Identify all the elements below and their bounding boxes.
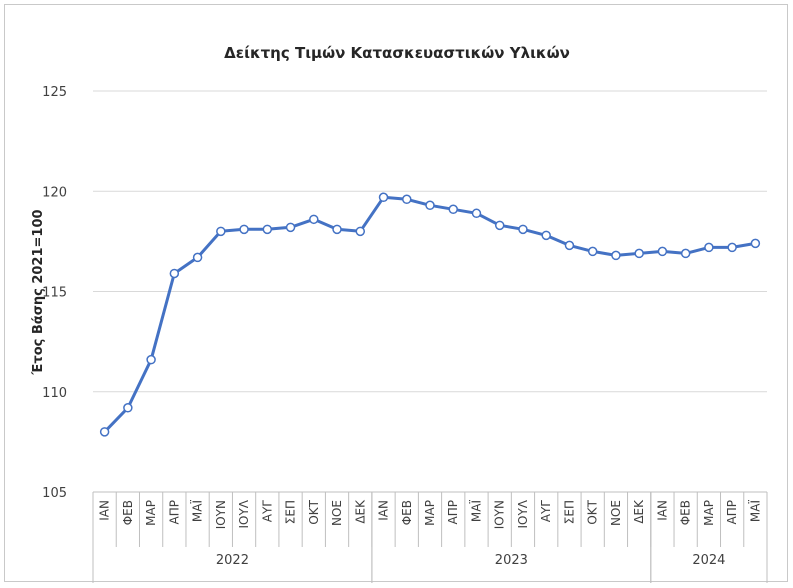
chart-frame: Δείκτης Τιμών Κατασκευαστικών Υλικών Έτο… [4,4,788,583]
line-chart: Δείκτης Τιμών Κατασκευαστικών Υλικών Έτο… [31,44,768,583]
data-point [704,242,714,253]
data-point [169,268,180,279]
x-tick-label: ΑΠΡ [446,500,460,524]
y-tick-labels: 105 110 115 120 125 [42,85,67,501]
data-point [587,246,598,257]
data-point [309,214,319,225]
data-point [425,200,435,211]
data-point [192,252,203,263]
year-label: 2022 [216,553,249,568]
data-point [448,204,458,215]
x-tick-label: ΦΕΒ [400,500,414,525]
data-point [471,208,482,219]
x-tick-label: ΜΑΡ [423,500,437,526]
data-point [564,240,575,251]
y-tick-label: 110 [42,386,67,401]
x-tick-label: ΑΠΡ [167,500,181,524]
x-tick-label: ΙΑΝ [98,500,112,521]
data-point [355,226,366,237]
data-point [262,224,273,235]
x-tick-label: ΜΑΪ [468,500,483,523]
x-tick-label: ΙΟΥΛ [237,499,251,528]
data-point [680,248,691,259]
x-tick-label: ΣΕΠ [562,500,576,524]
data-point [332,224,342,235]
data-point [611,250,621,261]
chart-title: Δείκτης Τιμών Κατασκευαστικών Υλικών [224,44,570,62]
y-tick-label: 125 [42,85,67,100]
x-tick-label: ΜΑΪ [190,500,205,523]
y-tick-label: 115 [42,286,67,301]
y-tick-label: 105 [42,486,67,501]
x-axis: 2022 2023 2024 ΙΑΝ ΦΕΒ ΜΑΡ ΑΠΡ ΜΑΪ ΙΟΥΝ ΙΟΥΛ ΑΥΓ ΣΕ… [92,491,768,583]
series-markers [99,192,761,437]
x-tick-label: ΑΠΡ [725,500,739,524]
data-point [402,194,412,205]
y-tick-label: 120 [42,185,67,200]
gridlines [93,90,767,393]
x-tick-label: ΙΑΝ [377,500,391,521]
data-point [378,192,389,203]
series-line-path [103,195,756,433]
data-point [494,220,505,231]
x-tick-label: ΙΑΝ [655,500,669,521]
data-point [518,224,528,235]
series-line [103,195,756,433]
x-tick-label: ΜΑΡ [144,500,158,526]
x-tick-label: ΦΕΒ [121,500,135,525]
x-tick-label: ΙΟΥΝ [493,500,507,529]
data-point [750,238,761,249]
x-tick-label: ΜΑΡ [702,500,716,526]
data-point [123,403,133,413]
year-label: 2023 [495,553,528,568]
x-tick-label: ΜΑΪ [747,500,762,523]
x-tick-label: ΔΕΚ [632,499,646,524]
x-tick-label: ΑΥΓ [260,500,274,523]
data-point [239,224,249,235]
x-tick-label: ΔΕΚ [353,499,367,524]
data-point [657,246,668,257]
data-point [727,242,737,253]
data-point [634,248,644,259]
year-label: 2024 [692,553,725,568]
x-tick-label: ΑΥΓ [539,500,553,523]
data-point [541,230,551,241]
x-tick-label: ΟΚΤ [586,499,600,524]
x-tick-label: ΟΚΤ [307,499,321,524]
data-point [99,427,110,437]
x-tick-label: ΝΟΕ [330,500,344,526]
y-axis-label: Έτος Βάσης 2021=100 [31,209,46,375]
x-tick-label: ΙΟΥΛ [516,499,530,528]
data-point [285,222,296,233]
x-tick-label: ΦΕΒ [679,500,693,525]
x-tick-label: ΝΟΕ [609,500,623,526]
data-point [146,354,156,365]
x-tick-label: ΙΟΥΝ [214,500,228,529]
data-point [216,226,226,237]
x-tick-label: ΣΕΠ [284,500,298,524]
